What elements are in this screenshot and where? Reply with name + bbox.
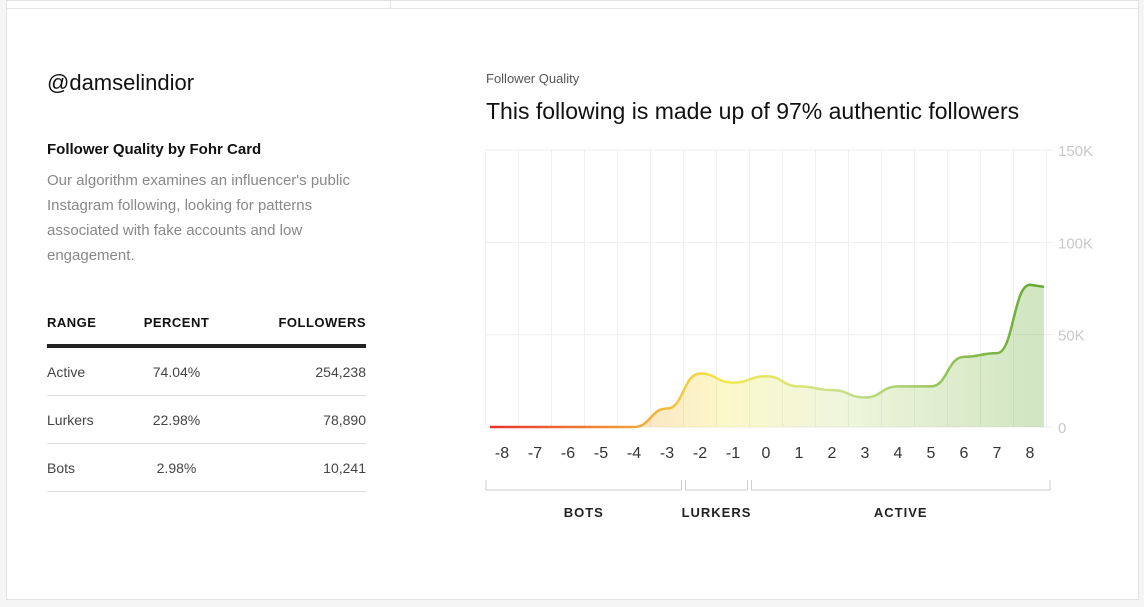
section-description: Our algorithm examines an influencer's p… [47,172,351,264]
y-tick-label: 0 [1058,420,1066,437]
row-percent: 2.98% [124,443,229,492]
group-bracket [751,480,1051,491]
series-line [490,283,1045,429]
area-fill [490,284,1044,427]
x-tick-label: 7 [993,445,1002,462]
top-rule [7,8,1138,9]
table-row: Active 74.04% 254,238 [47,346,366,396]
top-divider [390,1,391,8]
row-followers: 78,890 [228,395,366,444]
follower-quality-card [6,0,1139,600]
x-tick-label: -7 [528,445,542,462]
range-table: RANGE PERCENT FOLLOWERS Active 74.04% 25… [47,307,366,492]
row-percent: 22.98% [124,395,229,444]
table-row: Lurkers 22.98% 78,890 [47,395,366,444]
row-range: Active [47,346,125,396]
x-tick-label: 1 [795,445,804,462]
x-tick-label: 3 [861,445,870,462]
row-range: Bots [47,443,125,492]
chart-subtitle: Follower Quality [486,71,580,86]
x-tick-label: -2 [693,445,707,462]
row-followers: 10,241 [228,443,366,492]
table-row: Bots 2.98% 10,241 [47,443,366,492]
x-tick-label: -5 [594,445,608,462]
row-percent: 74.04% [124,346,229,396]
profile-handle: @damselindior [47,70,195,95]
x-tick-label: -1 [726,445,740,462]
header-range: RANGE [47,307,125,348]
y-tick-label: 150K [1058,143,1093,160]
row-range: Lurkers [47,395,125,444]
section-title: Follower Quality by Fohr Card [47,141,262,158]
x-tick-label: 4 [894,445,903,462]
x-tick-label: -8 [495,445,509,462]
y-tick-label: 100K [1058,235,1093,252]
chart-title: This following is made up of 97% authent… [486,98,1020,124]
header-followers: FOLLOWERS [228,307,366,348]
x-tick-label: -3 [660,445,674,462]
table-header-row: RANGE PERCENT FOLLOWERS [47,307,366,348]
group-label: LURKERS [682,505,752,520]
x-tick-label: 6 [960,445,969,462]
x-tick-label: -6 [561,445,575,462]
group-bracket [485,480,682,491]
x-tick-label: 0 [762,445,771,462]
group-bracket [685,480,748,491]
x-tick-label: 8 [1026,445,1035,462]
group-label: ACTIVE [874,505,928,520]
row-followers: 254,238 [228,346,366,396]
group-label: BOTS [564,505,604,520]
x-tick-label: 5 [927,445,936,462]
header-percent: PERCENT [124,307,229,348]
y-tick-label: 50K [1058,328,1085,345]
x-tick-label: -4 [627,445,641,462]
x-tick-label: 2 [828,445,837,462]
